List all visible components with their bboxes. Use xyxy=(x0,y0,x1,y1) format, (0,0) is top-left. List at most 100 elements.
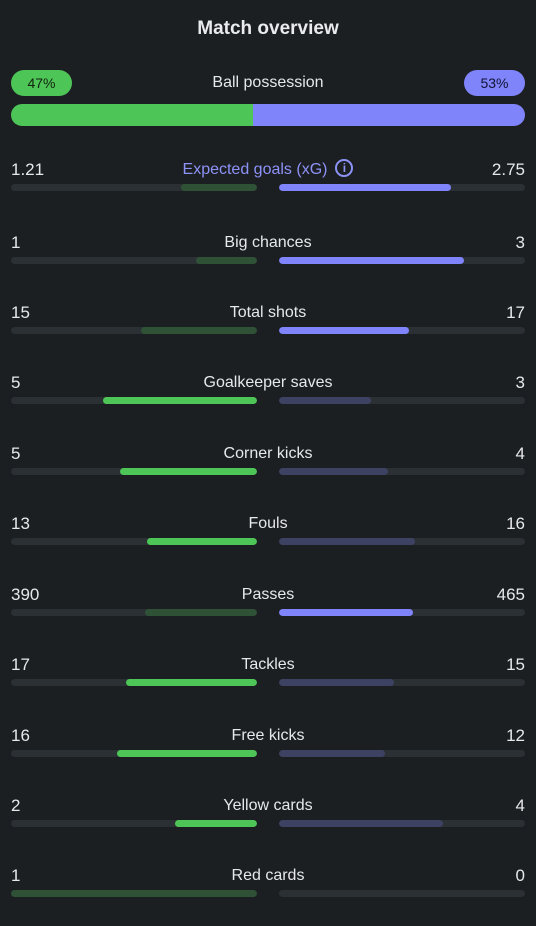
stat-row: 15 Total shots 17 xyxy=(11,303,525,343)
away-bar-track xyxy=(279,184,525,191)
stat-row: 5 Goalkeeper saves 3 xyxy=(11,373,525,413)
home-value: 13 xyxy=(11,514,30,533)
home-bar-track xyxy=(11,184,257,191)
away-bar-track xyxy=(279,679,525,686)
home-value: 1 xyxy=(11,233,21,252)
possession-label: Ball possession xyxy=(212,74,324,91)
away-bar-track xyxy=(279,750,525,757)
stat-label: Yellow cards xyxy=(11,796,525,816)
stat-row: 16 Free kicks 12 xyxy=(11,726,525,766)
home-possession-badge: 47% xyxy=(11,70,72,96)
stat-label: Big chances xyxy=(11,233,525,253)
home-value: 5 xyxy=(11,373,21,392)
home-bar-fill xyxy=(11,890,257,897)
home-bar-fill xyxy=(116,750,257,757)
away-value: 4 xyxy=(515,796,525,815)
home-value: 15 xyxy=(11,303,30,322)
home-bar-fill xyxy=(126,679,257,686)
possession-header: Ball possession 47% 53% xyxy=(11,70,525,96)
home-value: 1 xyxy=(11,866,21,885)
home-value: 1.21 xyxy=(11,160,45,179)
away-bar-fill xyxy=(279,820,444,827)
away-value: 0 xyxy=(515,866,525,885)
away-possession-badge: 53% xyxy=(464,70,525,96)
home-bar-fill xyxy=(146,538,257,545)
stat-label-text: Expected goals (xG) xyxy=(182,161,328,178)
home-bar-fill xyxy=(195,257,257,264)
stat-label: Tackles xyxy=(11,655,525,675)
home-bar-track xyxy=(11,609,257,616)
home-bar-track xyxy=(11,890,257,897)
home-bar-track xyxy=(11,327,257,334)
away-value: 4 xyxy=(515,444,525,463)
home-bar-track xyxy=(11,397,257,404)
away-bar-track xyxy=(279,397,525,404)
possession-bar xyxy=(11,104,525,126)
stat-label-text: Big chances xyxy=(224,234,312,251)
home-value: 5 xyxy=(11,444,21,463)
away-bar-fill xyxy=(279,468,389,475)
away-value: 17 xyxy=(506,303,525,322)
stat-row: 1 Big chances 3 xyxy=(11,233,525,273)
home-bar-track xyxy=(11,679,257,686)
away-bar-track xyxy=(279,327,525,334)
away-bar-track xyxy=(279,468,525,475)
stat-label: Corner kicks xyxy=(11,444,525,464)
stat-label-text: Red cards xyxy=(231,867,305,884)
away-bar-track xyxy=(279,820,525,827)
away-value: 2.75 xyxy=(491,160,525,179)
stat-row: 2 Yellow cards 4 xyxy=(11,796,525,836)
away-bar-fill xyxy=(279,679,395,686)
stat-label: Free kicks xyxy=(11,726,525,746)
away-bar-fill xyxy=(279,327,410,334)
stat-label: Passes xyxy=(11,585,525,605)
away-value: 3 xyxy=(515,233,525,252)
stat-row: 5 Corner kicks 4 xyxy=(11,444,525,484)
home-bar-track xyxy=(11,538,257,545)
stat-label[interactable]: Expected goals (xG) i xyxy=(11,158,525,180)
home-bar-track xyxy=(11,257,257,264)
home-value: 17 xyxy=(11,655,30,674)
home-bar-fill xyxy=(120,468,257,475)
home-value: 16 xyxy=(11,726,30,745)
stat-label: Goalkeeper saves xyxy=(11,373,525,393)
away-value: 16 xyxy=(506,514,525,533)
away-bar-track xyxy=(279,538,525,545)
stat-label: Fouls xyxy=(11,514,525,534)
stat-label-text: Goalkeeper saves xyxy=(203,374,333,391)
away-bar-fill xyxy=(279,609,413,616)
stat-row: 390 Passes 465 xyxy=(11,585,525,625)
away-possession-fill xyxy=(252,104,525,126)
away-bar-track xyxy=(279,609,525,616)
stat-label-text: Total shots xyxy=(229,304,307,321)
home-bar-fill xyxy=(180,184,257,191)
home-bar-fill xyxy=(103,397,257,404)
stat-label-text: Fouls xyxy=(248,515,288,532)
home-bar-fill xyxy=(141,327,257,334)
away-value: 3 xyxy=(515,373,525,392)
stat-label-text: Yellow cards xyxy=(223,797,313,814)
stat-label-text: Free kicks xyxy=(231,727,305,744)
away-bar-fill xyxy=(279,397,372,404)
stat-label-text: Corner kicks xyxy=(223,445,313,462)
stat-row: 13 Fouls 16 xyxy=(11,514,525,554)
home-bar-track xyxy=(11,750,257,757)
away-bar-fill xyxy=(279,184,452,191)
info-icon[interactable]: i xyxy=(335,158,354,177)
away-bar-track xyxy=(279,257,525,264)
stat-row: 17 Tackles 15 xyxy=(11,655,525,695)
stat-label-text: Tackles xyxy=(241,656,295,673)
stat-label-text: Passes xyxy=(241,586,295,603)
home-value: 2 xyxy=(11,796,21,815)
page-title: Match overview xyxy=(197,18,339,39)
stat-row: 1.21 Expected goals (xG) i 2.75 xyxy=(11,158,525,200)
home-possession-fill xyxy=(11,104,253,126)
stat-label: Total shots xyxy=(11,303,525,323)
home-value: 390 xyxy=(11,585,40,604)
home-bar-fill xyxy=(144,609,257,616)
away-bar-fill xyxy=(279,750,385,757)
home-bar-fill xyxy=(175,820,257,827)
away-bar-fill xyxy=(279,257,464,264)
home-bar-track xyxy=(11,468,257,475)
stat-label: Red cards xyxy=(11,866,525,886)
